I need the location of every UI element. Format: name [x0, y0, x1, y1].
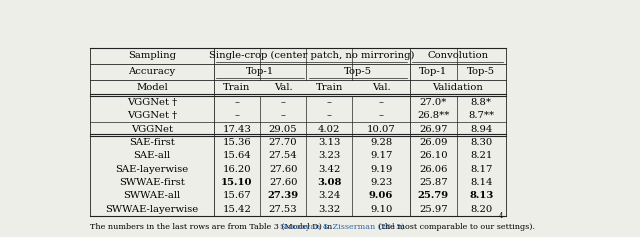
Text: 3.08: 3.08: [317, 178, 341, 187]
Text: 27.53: 27.53: [269, 205, 298, 214]
Text: (the most comparable to our settings).: (the most comparable to our settings).: [376, 223, 535, 231]
Text: –: –: [234, 111, 239, 120]
Text: 17.43: 17.43: [223, 125, 252, 134]
Text: SWWAE-all: SWWAE-all: [124, 191, 180, 200]
Text: Accuracy: Accuracy: [129, 67, 175, 76]
Text: 8.8*: 8.8*: [471, 98, 492, 107]
Text: 3.23: 3.23: [318, 151, 340, 160]
Text: 9.23: 9.23: [370, 178, 392, 187]
Text: 9.10: 9.10: [370, 205, 392, 214]
Text: 27.60: 27.60: [269, 178, 298, 187]
Text: 10.07: 10.07: [367, 125, 396, 134]
Text: 15.10: 15.10: [221, 178, 253, 187]
Text: 4: 4: [499, 212, 504, 220]
Text: –: –: [327, 98, 332, 107]
Text: 8.30: 8.30: [470, 138, 492, 147]
Text: Single-crop (center patch, no mirroring): Single-crop (center patch, no mirroring): [209, 51, 415, 60]
Text: Sampling: Sampling: [128, 51, 176, 60]
Text: 26.97: 26.97: [419, 125, 447, 134]
Text: 8.21: 8.21: [470, 151, 492, 160]
Text: –: –: [379, 98, 383, 107]
Text: Top-1: Top-1: [246, 67, 274, 76]
Text: 27.39: 27.39: [268, 191, 299, 200]
Text: 27.0*: 27.0*: [420, 98, 447, 107]
Text: 26.10: 26.10: [419, 151, 448, 160]
Text: 27.60: 27.60: [269, 164, 298, 173]
Text: 9.17: 9.17: [370, 151, 392, 160]
Text: 8.94: 8.94: [470, 125, 492, 134]
Text: 15.36: 15.36: [223, 138, 252, 147]
Text: 8.17: 8.17: [470, 164, 492, 173]
Text: 9.28: 9.28: [370, 138, 392, 147]
Text: 8.13: 8.13: [469, 191, 493, 200]
Text: 8.20: 8.20: [470, 205, 492, 214]
Text: 16.20: 16.20: [223, 164, 252, 173]
Text: 25.97: 25.97: [419, 205, 448, 214]
Text: 15.67: 15.67: [223, 191, 252, 200]
Text: 29.05: 29.05: [269, 125, 298, 134]
Text: SAE-layerwise: SAE-layerwise: [115, 164, 189, 173]
Text: Simonyan & Zisserman (2015): Simonyan & Zisserman (2015): [280, 223, 404, 231]
Text: 3.42: 3.42: [318, 164, 340, 173]
Text: 25.87: 25.87: [419, 178, 448, 187]
Text: SAE-all: SAE-all: [133, 151, 170, 160]
Text: Top-5: Top-5: [467, 67, 495, 76]
Text: 3.13: 3.13: [318, 138, 340, 147]
Text: 26.09: 26.09: [419, 138, 447, 147]
Text: 27.70: 27.70: [269, 138, 298, 147]
Text: –: –: [327, 111, 332, 120]
Text: Top-1: Top-1: [419, 67, 447, 76]
Text: 15.64: 15.64: [223, 151, 252, 160]
Text: 15.42: 15.42: [223, 205, 252, 214]
Text: –: –: [280, 98, 285, 107]
Text: 27.54: 27.54: [269, 151, 298, 160]
Text: 26.06: 26.06: [419, 164, 447, 173]
Text: 3.32: 3.32: [318, 205, 340, 214]
Text: SWWAE-first: SWWAE-first: [119, 178, 185, 187]
Text: 25.79: 25.79: [418, 191, 449, 200]
Text: VGGNet: VGGNet: [131, 125, 173, 134]
Text: Val.: Val.: [274, 83, 292, 92]
Text: –: –: [280, 111, 285, 120]
Text: Convolution: Convolution: [427, 51, 488, 60]
Text: Model: Model: [136, 83, 168, 92]
Text: Validation: Validation: [432, 83, 483, 92]
Text: SAE-first: SAE-first: [129, 138, 175, 147]
Text: Top-5: Top-5: [344, 67, 372, 76]
Text: 4.02: 4.02: [318, 125, 340, 134]
Text: 8.14: 8.14: [470, 178, 493, 187]
Text: 9.06: 9.06: [369, 191, 393, 200]
Text: VGGNet †: VGGNet †: [127, 98, 177, 107]
Text: Val.: Val.: [372, 83, 390, 92]
Text: 8.7**: 8.7**: [468, 111, 494, 120]
Text: SWWAE-layerwise: SWWAE-layerwise: [106, 205, 198, 214]
Text: VGGNet †: VGGNet †: [127, 111, 177, 120]
Text: The numbers in the last rows are from Table 3 (Model D) in: The numbers in the last rows are from Ta…: [90, 223, 335, 231]
Text: Train: Train: [316, 83, 343, 92]
Text: Train: Train: [223, 83, 251, 92]
Text: 3.24: 3.24: [318, 191, 340, 200]
Text: –: –: [379, 111, 383, 120]
Text: 26.8**: 26.8**: [417, 111, 449, 120]
Text: 9.19: 9.19: [370, 164, 392, 173]
Text: –: –: [234, 98, 239, 107]
